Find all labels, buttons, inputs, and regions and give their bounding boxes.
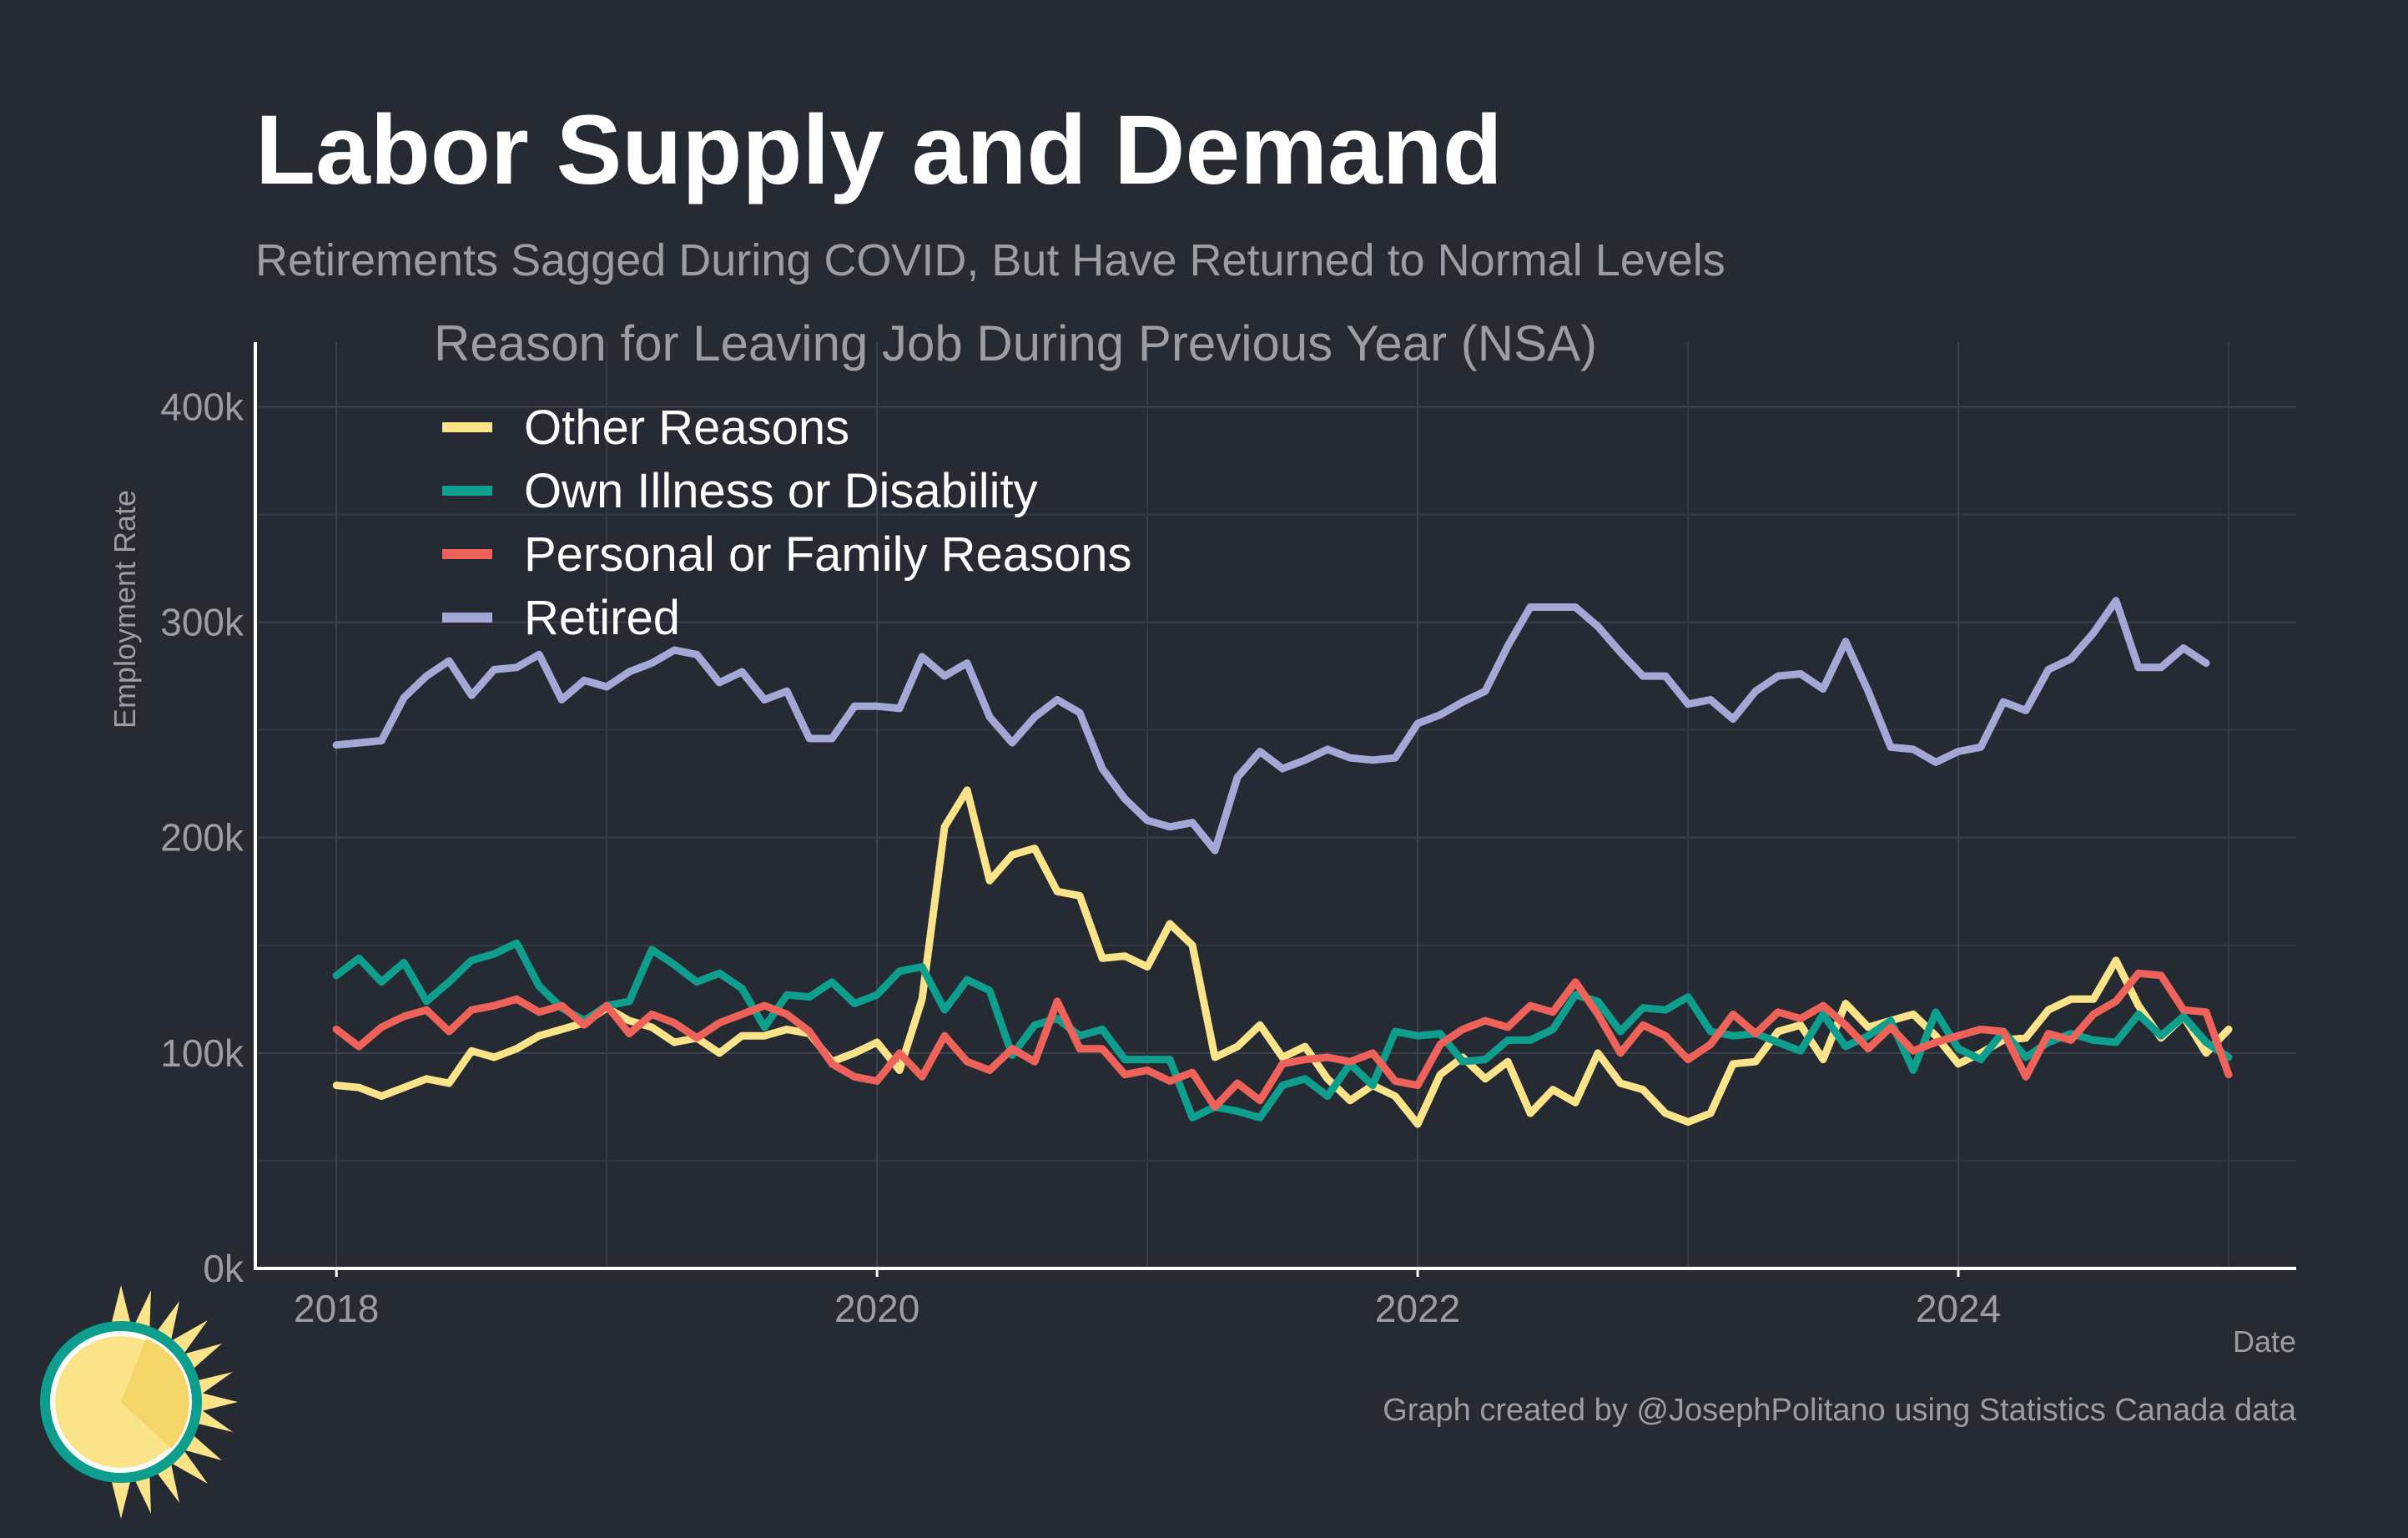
sun-icon: [40, 1285, 238, 1519]
axes: [254, 342, 2296, 1270]
series-line-other-reasons: [332, 786, 2233, 1128]
y-axis-title: Employment Rate: [108, 490, 142, 729]
grid: [255, 342, 2296, 1269]
y-tick-labels: 0k 100k 200k 300k 400k: [160, 385, 244, 1290]
series-lines: [332, 597, 2233, 1128]
y-tick-label: 0k: [203, 1247, 244, 1290]
x-tick-label: 2024: [1916, 1287, 2001, 1330]
legend-label: Other Reasons: [524, 401, 849, 455]
y-tick-label: 200k: [160, 816, 244, 860]
y-tick-label: 100k: [160, 1031, 244, 1075]
x-tick-label: 2022: [1375, 1287, 1460, 1330]
legend-title: Reason for Leaving Job During Previous Y…: [434, 315, 1597, 371]
x-tick-label: 2018: [294, 1287, 379, 1330]
y-tick-label: 400k: [160, 385, 244, 428]
series-line-personal-or-family-reasons: [332, 969, 2233, 1111]
x-axis-title: Date: [2233, 1324, 2296, 1359]
legend: Other Reasons Own Illness or Disability Pe…: [442, 401, 1132, 645]
y-tick-label: 300k: [160, 601, 244, 644]
credit-text: Graph created by @JosephPolitano using S…: [1383, 1393, 2297, 1428]
x-tick-labels: 2018 2020 2022 2024: [294, 1268, 2001, 1330]
series-line-retired: [332, 597, 2210, 855]
legend-label: Personal or Family Reasons: [524, 527, 1132, 582]
x-tick-label: 2020: [834, 1287, 919, 1330]
legend-label: Own Illness or Disability: [524, 464, 1038, 518]
series-line-own-illness-or-disability: [332, 939, 2233, 1122]
chart-title: Labor Supply and Demand: [255, 95, 1503, 205]
chart-subtitle: Retirements Sagged During COVID, But Hav…: [255, 235, 1725, 285]
legend-label: Retired: [524, 591, 680, 645]
